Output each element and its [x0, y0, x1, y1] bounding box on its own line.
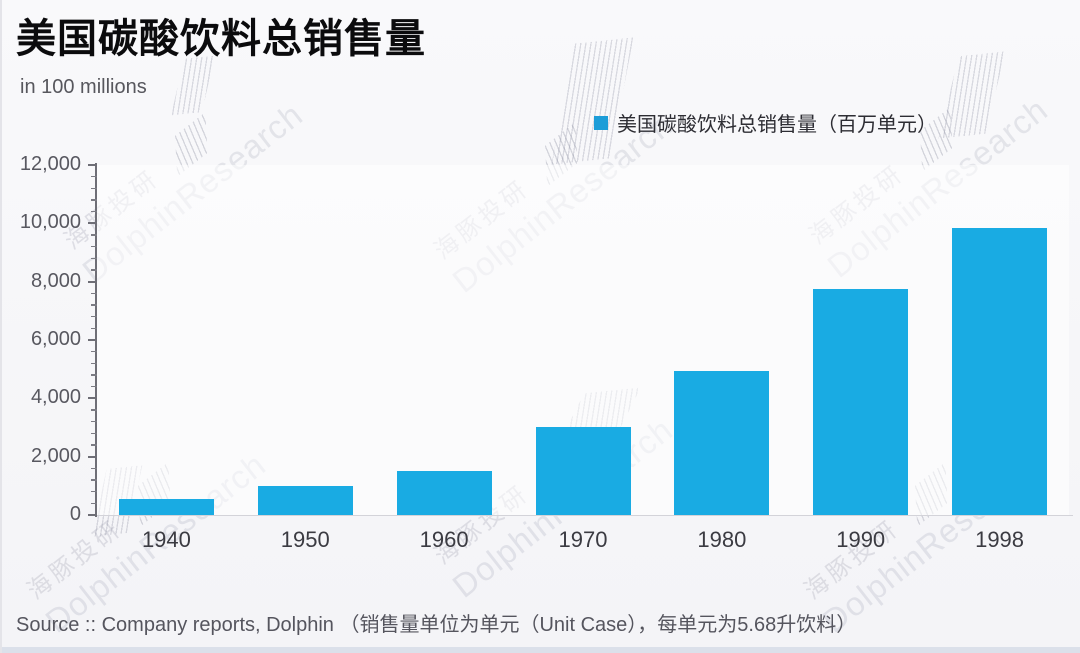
bar-1990 — [813, 289, 909, 515]
y-axis-tick — [91, 257, 97, 260]
x-tick-label: 1980 — [697, 527, 747, 552]
y-axis-tick — [91, 490, 97, 493]
legend-label: 美国碳酸饮料总销售量（百万单元） — [617, 114, 937, 136]
y-axis-tick — [91, 199, 97, 201]
y-axis-tick — [91, 479, 97, 481]
bottom-edge-strip — [2, 647, 1080, 653]
y-tick-label: 6,000 — [30, 328, 81, 350]
bar-1970 — [535, 427, 631, 515]
y-axis-tick — [88, 455, 97, 458]
legend: 美国碳酸饮料总销售量（百万单元） — [594, 108, 937, 137]
y-axis-tick — [88, 280, 97, 283]
y-tick-label: 2,000 — [30, 444, 81, 467]
y-axis-tick — [88, 397, 97, 400]
x-tick-label: 1998 — [975, 527, 1025, 552]
y-axis-tick — [91, 234, 97, 236]
y-axis-tick — [91, 292, 97, 295]
bar-1960 — [396, 471, 492, 515]
y-axis-tick — [88, 222, 97, 225]
y-axis-tick — [91, 467, 97, 470]
legend-marker-icon — [594, 115, 608, 130]
y-axis-tick — [91, 409, 97, 411]
y-tick-label: 4,000 — [30, 386, 81, 409]
x-tick-label: 1940 — [141, 527, 191, 552]
y-axis-tick — [88, 514, 97, 516]
y-axis-tick — [91, 269, 97, 271]
y-tick-label: 8,000 — [30, 269, 81, 292]
watermark-hatch-icon — [930, 51, 1014, 139]
y-axis-tick — [88, 164, 97, 166]
watermark-hatch-icon — [539, 37, 646, 164]
watermark-hatch-icon — [165, 56, 220, 116]
y-axis-tick — [91, 350, 97, 353]
y-tick-label: 0 — [69, 503, 81, 525]
bar-1950 — [257, 486, 353, 515]
y-tick-label: 10,000 — [19, 211, 81, 234]
x-axis — [95, 514, 1073, 516]
x-tick-label: 1960 — [419, 527, 469, 552]
y-axis-tick — [88, 339, 97, 341]
bar-chart-plot-area: 0 2,000 4,000 6,000 8,000 10,000 12,000 1940 195… — [20, 153, 1073, 552]
x-tick-label: 1990 — [836, 527, 886, 552]
y-axis-tick — [91, 420, 97, 423]
bar-1980 — [674, 371, 770, 515]
bar-1940 — [118, 499, 214, 515]
bar-1998 — [952, 228, 1048, 515]
page-title: 美国碳酸饮料总销售量 — [16, 17, 426, 61]
y-axis-tick — [91, 432, 97, 435]
watermark-text-cn: 海豚投研 — [799, 514, 905, 605]
y-axis-tick — [91, 187, 97, 190]
y-axis-tick — [91, 327, 97, 330]
y-axis-tick — [91, 175, 97, 178]
y-axis-tick — [91, 374, 97, 376]
y-axis-tick — [91, 210, 97, 213]
chart-unit-subtitle: in 100 millions — [20, 76, 147, 98]
y-axis-tick — [91, 502, 97, 505]
x-tick-label: 1950 — [280, 527, 330, 552]
y-axis-tick — [91, 315, 97, 318]
y-axis-tick — [91, 245, 97, 248]
y-axis-tick — [91, 444, 97, 446]
y-axis-tick — [91, 304, 97, 306]
x-tick-label: 1970 — [558, 527, 608, 552]
y-tick-label: 12,000 — [19, 153, 81, 175]
y-axis-tick — [91, 362, 97, 365]
source-note: Source :: Company reports, Dolphin （销售量单… — [16, 614, 857, 636]
y-axis-tick — [91, 385, 97, 388]
